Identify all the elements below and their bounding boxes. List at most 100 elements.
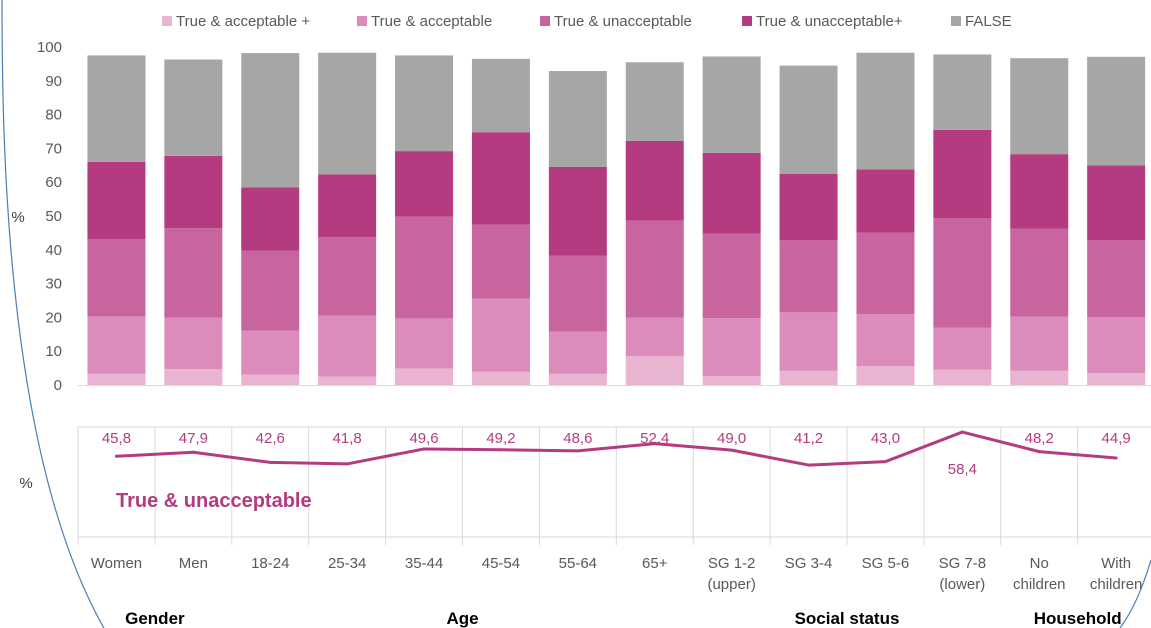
bar-segment (241, 374, 300, 385)
y-axis-title: % (11, 209, 24, 226)
category-label: SG 5-6 (862, 555, 910, 572)
bar-segment (395, 151, 454, 217)
legend-swatch (540, 16, 550, 26)
bar-segment (1010, 370, 1069, 385)
bar-segment (1010, 228, 1069, 317)
bar-segment (87, 161, 146, 239)
bar-segment (395, 318, 454, 369)
category-label: No children (1013, 555, 1066, 593)
bar-segment (548, 255, 607, 332)
bar-segment (87, 238, 146, 317)
bar-stack (702, 56, 761, 385)
bar-segment (318, 315, 377, 377)
y-tick-label: 50 (45, 208, 62, 225)
bar-segment (1087, 239, 1146, 318)
bar-segment (548, 331, 607, 374)
y-tick-label: 40 (45, 242, 62, 259)
legend-entry: True & acceptable + (176, 13, 310, 30)
bar-segment (933, 218, 992, 328)
line-data-label: 45,8 (102, 430, 131, 447)
bar-segment (548, 373, 607, 385)
stacked-bars (87, 52, 1146, 385)
line-point (114, 454, 118, 458)
line-data-label: 58,4 (948, 461, 977, 478)
category-label: 35-44 (405, 555, 443, 572)
group-labels: Gender Age Social status Household (125, 609, 1121, 628)
bar-segment (395, 55, 454, 152)
bar-segment (318, 52, 377, 175)
legend-swatch (162, 16, 172, 26)
bar-segment (164, 228, 223, 318)
y-tick-label: 20 (45, 309, 62, 326)
bar-segment (779, 370, 838, 385)
bar-segment (471, 132, 530, 225)
y-tick-label: 90 (45, 73, 62, 90)
line-y-axis-title: % (19, 475, 32, 492)
bar-segment (625, 355, 684, 385)
line-data-label: 41,2 (794, 430, 823, 447)
bar-segment (1010, 154, 1069, 229)
bar-segment (625, 62, 684, 141)
category-label: 18-24 (251, 555, 289, 572)
bar-stack (87, 55, 146, 385)
bar-segment (318, 376, 377, 385)
bar-segment (856, 314, 915, 367)
bar-segment (548, 166, 607, 256)
y-tick-label: 10 (45, 343, 62, 360)
bar-segment (779, 173, 838, 241)
bar-segment (856, 366, 915, 385)
bar-stack (1087, 56, 1146, 385)
line-data-label: 49,0 (717, 430, 746, 447)
legend-entry: FALSE (965, 13, 1012, 30)
bar-segment (856, 169, 915, 233)
bar-segment (395, 368, 454, 385)
bar-segment (318, 174, 377, 237)
bar-stack (625, 62, 684, 385)
bar-stack (318, 52, 377, 385)
category-label: SG 3-4 (785, 555, 833, 572)
bar-segment (241, 250, 300, 331)
bar-segment (318, 236, 377, 316)
line-data-label: 48,2 (1025, 430, 1054, 447)
line-data-label: 43,0 (871, 430, 900, 447)
bar-segment (1010, 58, 1069, 155)
line-point (1037, 450, 1041, 454)
legend-swatch (951, 16, 961, 26)
line-data-label: 49,6 (409, 430, 438, 447)
category-label: 55-64 (559, 555, 597, 572)
bar-segment (241, 330, 300, 375)
bar-segment (625, 140, 684, 221)
bar-segment (471, 298, 530, 372)
bar-segment (702, 318, 761, 377)
bar-segment (1010, 316, 1069, 371)
line-series: 45,8 47,9 42,6 41,8 49,6 49,2 48,6 52,4 49,0 41,2… (102, 430, 1131, 478)
decorative-arc-right (1119, 559, 1151, 628)
bar-segment (1087, 373, 1146, 385)
bar-segment (933, 54, 992, 130)
legend-swatch (742, 16, 752, 26)
bar-segment (856, 232, 915, 315)
bar-stack (1010, 58, 1069, 385)
bar-segment (779, 240, 838, 313)
legend-entry: True & acceptable (371, 13, 492, 30)
bar-segment (933, 129, 992, 219)
group-label: Household (1034, 609, 1122, 628)
bar-segment (164, 369, 223, 385)
y-tick-label: 0 (54, 377, 62, 394)
bar-segment (702, 152, 761, 234)
bar-segment (164, 317, 223, 370)
bar-segment (702, 233, 761, 319)
category-label: 65+ (642, 555, 668, 572)
decorative-arc (1, 0, 105, 628)
line-point (191, 450, 195, 454)
bar-segment (164, 59, 223, 156)
bar-segment (87, 316, 146, 374)
y-tick-label: 30 (45, 276, 62, 293)
y-axis: 0 10 20 30 40 50 60 70 80 90 100 (37, 39, 62, 394)
bar-segment (779, 65, 838, 174)
bar-stack (856, 52, 915, 385)
category-label: 45-54 (482, 555, 520, 572)
line-point (653, 442, 657, 446)
bar-stack (164, 59, 223, 385)
